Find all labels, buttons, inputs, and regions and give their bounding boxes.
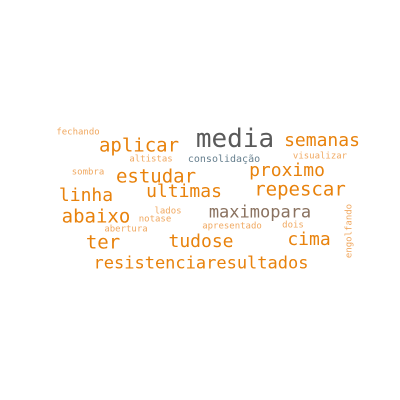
word-sombra: sombra (71, 167, 105, 178)
word-notase: notase (138, 214, 172, 225)
word-lados: lados (154, 206, 182, 217)
word-consolidacao: consolidação (187, 154, 261, 165)
word-proximo: proximo (249, 160, 325, 181)
word-repescar: repescar (254, 178, 346, 201)
word-media: media (195, 124, 275, 154)
word-cima: cima (287, 229, 331, 250)
word-ultimas: ultimas (146, 181, 222, 202)
word-linha: linha (58, 185, 114, 206)
word-estudar: estudar (115, 165, 197, 188)
word-altistas: altistas (129, 154, 173, 165)
word-tudose: tudose (168, 231, 234, 252)
word-abaixo: abaixo (61, 205, 131, 228)
word-dois: dois (282, 220, 304, 231)
word-apresentado: apresentado (202, 221, 262, 232)
word-abertura: abertura (104, 224, 148, 235)
word-ter: ter (85, 231, 121, 254)
word-engolfando: engolfando (344, 203, 355, 259)
word-semanas: semanas (284, 130, 360, 151)
word-resistenciaresultados: resistenciaresultados (93, 253, 309, 274)
word-fechando: fechando (56, 127, 100, 138)
word-visualizar: visualizar (292, 151, 348, 162)
word-aplicar: aplicar (98, 134, 180, 157)
word-maximopara: maximopara (208, 202, 312, 223)
